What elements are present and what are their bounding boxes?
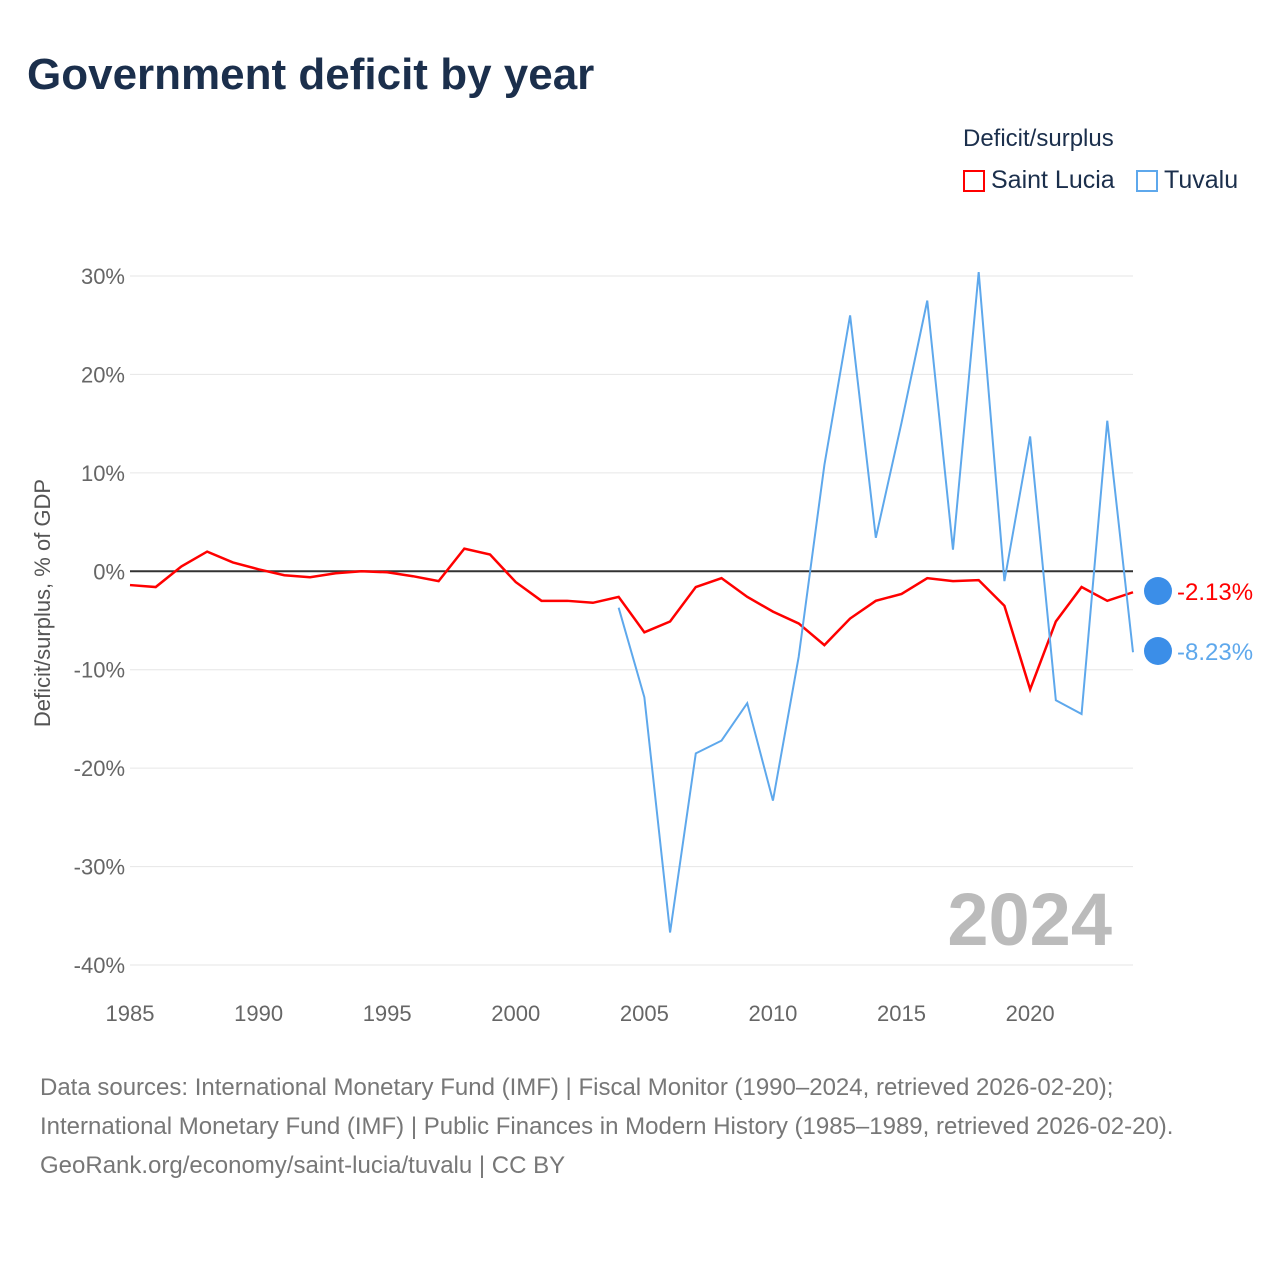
x-tick-label: 2015 xyxy=(877,1001,926,1026)
y-tick-label: -40% xyxy=(74,953,125,978)
series-line-saint-lucia xyxy=(129,547,1134,694)
y-tick-label: 10% xyxy=(81,461,125,486)
y-tick-label: 0% xyxy=(93,559,125,584)
series-line-tuvalu xyxy=(617,271,1134,933)
x-tick-label: 2010 xyxy=(748,1001,797,1026)
plot-area: 30% 20% 10% 0% -10% -20% -30% -40% 1985 1990 1995 2… xyxy=(30,264,1253,1026)
x-tick-label: 2020 xyxy=(1006,1001,1055,1026)
x-tick-label: 1985 xyxy=(106,1001,155,1026)
legend-swatch xyxy=(1136,169,1158,192)
y-tick-label: 30% xyxy=(81,264,125,289)
y-tick-label: -20% xyxy=(74,756,125,781)
y-axis-label: Deficit/surplus, % of GDP xyxy=(30,479,55,727)
y-tick-label: -10% xyxy=(74,658,125,683)
end-label: -8.23% xyxy=(1177,639,1253,666)
legend-item-tuvalu[interactable]: Tuvalu xyxy=(1136,166,1238,195)
legend-label: Saint Lucia xyxy=(991,166,1115,194)
x-tick-label: 1990 xyxy=(234,1001,283,1026)
y-tick-label: -30% xyxy=(74,855,125,880)
chart-title: Government deficit by year xyxy=(27,50,595,99)
y-tick-label: 20% xyxy=(81,362,125,387)
legend-item-saint-lucia[interactable]: Saint Lucia xyxy=(963,166,1115,195)
legend-swatch xyxy=(963,169,985,192)
footer: Data sources: International Monetary Fun… xyxy=(40,1068,1240,1185)
legend-label: Tuvalu xyxy=(1164,166,1239,194)
x-tick-label: 1995 xyxy=(363,1001,412,1026)
source-link[interactable]: GeoRank.org/economy/saint-lucia/tuvalu |… xyxy=(40,1152,566,1179)
end-label: -2.13% xyxy=(1177,579,1253,606)
x-tick-label: 2005 xyxy=(620,1001,669,1026)
x-tick-label: 2000 xyxy=(491,1001,540,1026)
data-sources: Data sources: International Monetary Fun… xyxy=(40,1074,1174,1140)
year-watermark: 2024 xyxy=(947,878,1112,961)
legend-title: Deficit/surplus xyxy=(963,125,1114,152)
flag-icon xyxy=(1144,637,1172,665)
flag-icon xyxy=(1144,577,1172,605)
